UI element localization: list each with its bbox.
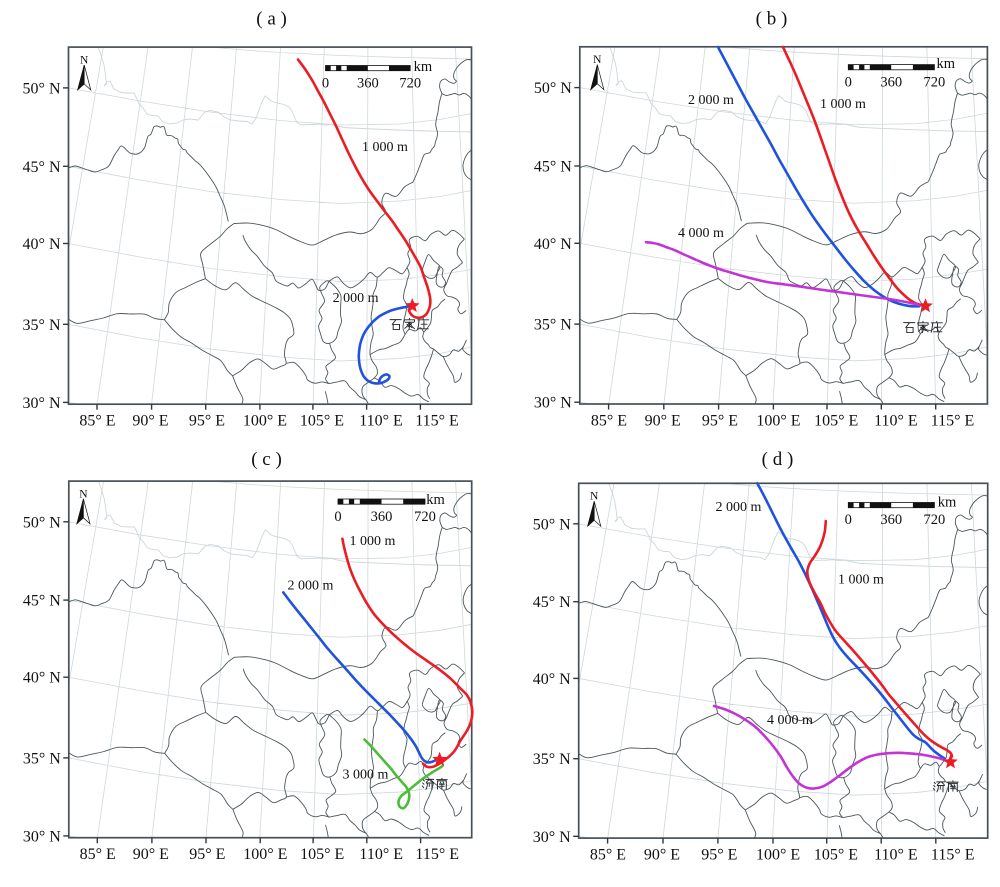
svg-text:km: km <box>937 56 956 72</box>
svg-text:4 000 m: 4 000 m <box>767 713 813 728</box>
svg-text:( c ): ( c ) <box>251 449 282 470</box>
svg-text:50° N: 50° N <box>23 80 61 97</box>
svg-text:0: 0 <box>322 76 329 92</box>
svg-text:30° N: 30° N <box>23 828 61 845</box>
svg-text:110° E: 110° E <box>874 847 918 864</box>
svg-text:95° E: 95° E <box>702 413 738 430</box>
svg-text:35° N: 35° N <box>533 751 571 768</box>
svg-text:100° E: 100° E <box>243 846 287 863</box>
svg-text:105° E: 105° E <box>814 413 858 430</box>
svg-text:85° E: 85° E <box>79 413 115 430</box>
svg-text:N: N <box>80 55 89 67</box>
svg-text:35° N: 35° N <box>534 317 572 334</box>
svg-text:110° E: 110° E <box>359 846 403 863</box>
svg-text:N: N <box>593 54 602 66</box>
svg-text:85° E: 85° E <box>591 413 627 430</box>
svg-text:30° N: 30° N <box>23 395 61 412</box>
svg-text:km: km <box>938 495 957 511</box>
svg-text:( a ): ( a ) <box>256 8 287 29</box>
svg-text:N: N <box>79 488 88 500</box>
svg-text:105° E: 105° E <box>300 413 344 430</box>
svg-text:0: 0 <box>845 512 852 528</box>
svg-text:115° E: 115° E <box>415 413 459 430</box>
svg-text:50° N: 50° N <box>533 516 571 533</box>
svg-text:360: 360 <box>880 512 902 528</box>
svg-text:( b ): ( b ) <box>756 8 788 29</box>
svg-text:40° N: 40° N <box>23 236 61 253</box>
svg-text:0: 0 <box>334 509 341 525</box>
svg-text:105° E: 105° E <box>300 846 344 863</box>
svg-text:720: 720 <box>924 512 946 528</box>
svg-text:115° E: 115° E <box>931 413 975 430</box>
svg-text:( d ): ( d ) <box>762 449 794 470</box>
svg-text:85° E: 85° E <box>80 846 116 863</box>
svg-text:110° E: 110° E <box>874 413 918 430</box>
svg-text:2 000 m: 2 000 m <box>716 500 762 515</box>
svg-text:km: km <box>426 492 445 508</box>
svg-text:2 000 m: 2 000 m <box>333 291 379 306</box>
svg-text:50° N: 50° N <box>534 80 572 97</box>
svg-text:30° N: 30° N <box>534 395 572 412</box>
svg-text:90° E: 90° E <box>132 413 168 430</box>
svg-text:100° E: 100° E <box>243 413 287 430</box>
svg-text:95° E: 95° E <box>189 846 225 863</box>
svg-text:90° E: 90° E <box>644 847 680 864</box>
svg-text:1 000 m: 1 000 m <box>350 534 396 549</box>
svg-text:360: 360 <box>357 76 379 92</box>
svg-text:360: 360 <box>371 509 393 525</box>
svg-text:km: km <box>414 59 433 75</box>
svg-text:2 000 m: 2 000 m <box>288 579 334 594</box>
svg-text:360: 360 <box>880 75 902 91</box>
svg-text:0: 0 <box>845 75 852 91</box>
svg-text:115° E: 115° E <box>415 846 459 863</box>
svg-text:2 000 m: 2 000 m <box>688 93 734 108</box>
svg-text:N: N <box>590 491 599 503</box>
svg-text:40° N: 40° N <box>23 670 61 687</box>
svg-text:85° E: 85° E <box>590 847 626 864</box>
svg-text:45° N: 45° N <box>534 159 572 176</box>
svg-text:4 000 m: 4 000 m <box>678 226 724 241</box>
svg-text:50° N: 50° N <box>23 514 61 531</box>
svg-text:90° E: 90° E <box>133 846 169 863</box>
svg-text:45° N: 45° N <box>533 594 571 611</box>
svg-text:720: 720 <box>924 75 946 91</box>
svg-text:90° E: 90° E <box>645 413 681 430</box>
svg-text:3 000 m: 3 000 m <box>343 768 389 783</box>
svg-text:35° N: 35° N <box>23 317 61 334</box>
svg-text:45° N: 45° N <box>23 159 61 176</box>
svg-text:1 000 m: 1 000 m <box>838 573 884 588</box>
svg-text:95° E: 95° E <box>701 847 737 864</box>
svg-text:110° E: 110° E <box>359 413 403 430</box>
svg-text:95° E: 95° E <box>189 413 225 430</box>
svg-text:40° N: 40° N <box>534 236 572 253</box>
svg-text:100° E: 100° E <box>756 413 800 430</box>
svg-text:720: 720 <box>414 509 436 525</box>
svg-text:35° N: 35° N <box>23 750 61 767</box>
svg-text:105° E: 105° E <box>814 847 858 864</box>
svg-text:1 000 m: 1 000 m <box>362 140 408 155</box>
svg-text:115° E: 115° E <box>931 847 975 864</box>
svg-text:40° N: 40° N <box>533 671 571 688</box>
svg-text:100° E: 100° E <box>756 847 800 864</box>
svg-text:30° N: 30° N <box>533 829 571 846</box>
svg-text:1 000 m: 1 000 m <box>820 97 866 112</box>
svg-text:45° N: 45° N <box>23 593 61 610</box>
svg-text:720: 720 <box>399 76 421 92</box>
